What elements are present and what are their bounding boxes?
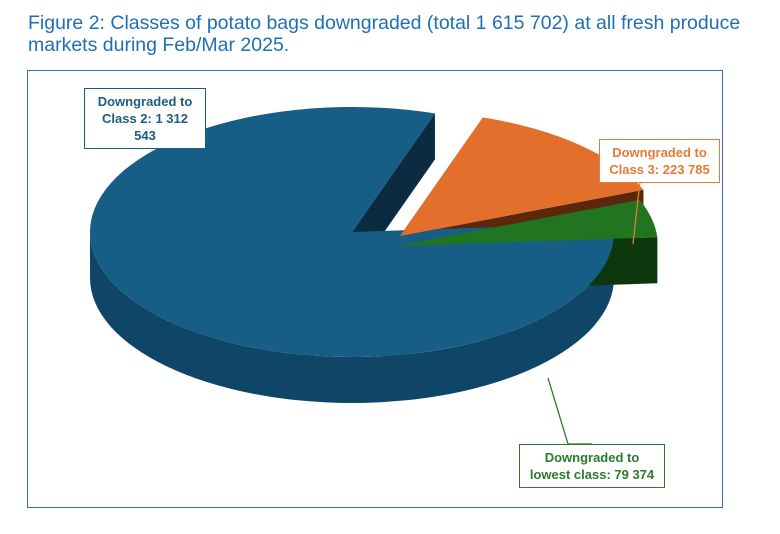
figure-title: Figure 2: Classes of potato bags downgra… xyxy=(28,12,741,56)
slice-class2-side xyxy=(90,232,614,403)
callout-class2: Downgraded to Class 2: 1 312 543 xyxy=(84,88,206,149)
callout-class3: Downgraded to Class 3: 223 785 xyxy=(599,139,720,183)
callout-class2-line2: Class 2: 1 312 543 xyxy=(101,111,188,143)
callout-lowest: Downgraded to lowest class: 79 374 xyxy=(519,444,665,488)
callout-class3-line2: Class 3: 223 785 xyxy=(609,162,710,177)
slice-lowest xyxy=(396,199,658,246)
callout-lowest-line1: Downgraded to xyxy=(544,450,640,465)
callout-class2-line1: Downgraded to xyxy=(97,94,193,109)
leader-lowest xyxy=(547,377,592,445)
slice-class3 xyxy=(400,117,644,236)
slice-class2 xyxy=(89,107,614,358)
chart-frame xyxy=(27,70,723,508)
callout-lowest-line2: lowest class: 79 374 xyxy=(529,467,655,482)
callout-class3-line1: Downgraded to xyxy=(612,145,707,160)
